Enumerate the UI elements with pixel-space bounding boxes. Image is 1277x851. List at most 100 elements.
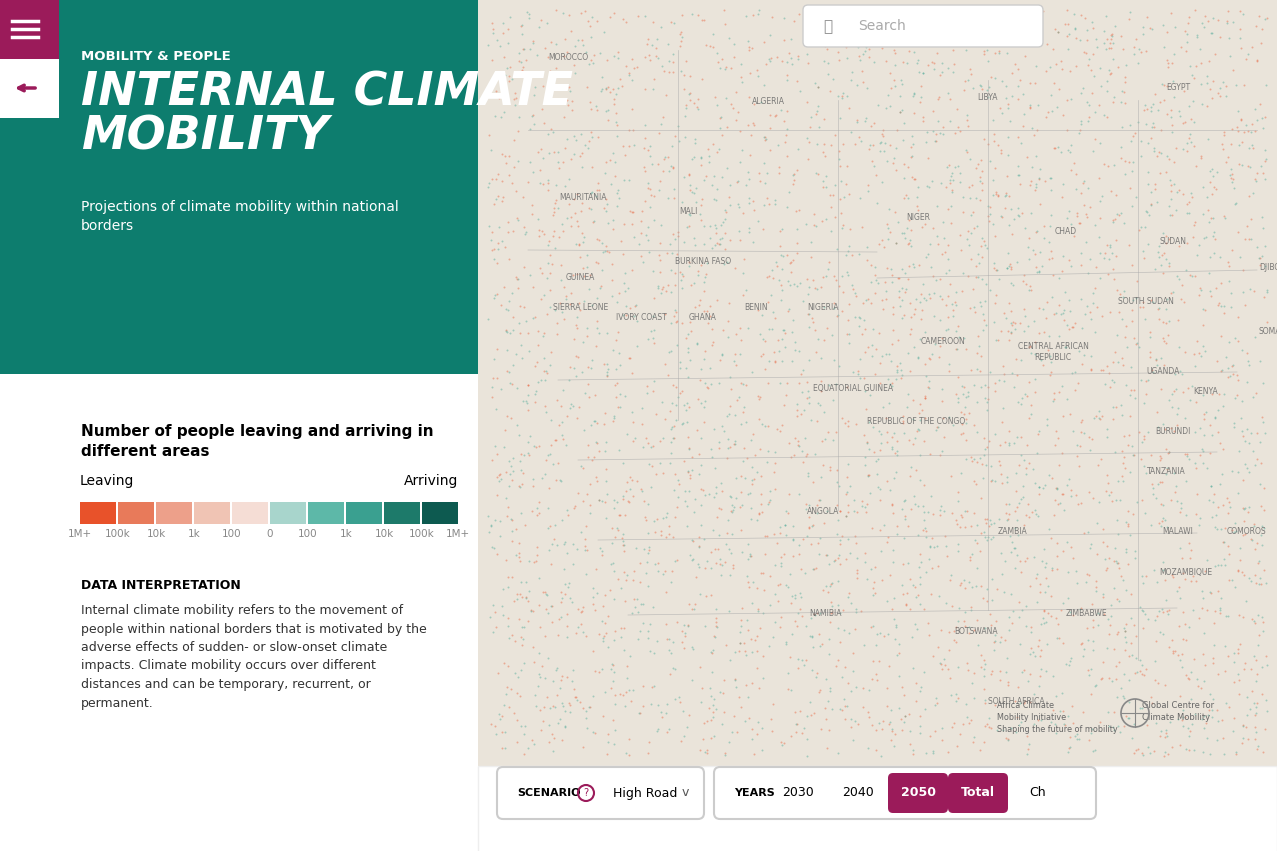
Point <box>1184 115 1204 129</box>
Point <box>999 438 1019 452</box>
Point <box>495 324 516 338</box>
Point <box>765 587 785 601</box>
Point <box>596 369 617 383</box>
Point <box>742 41 762 54</box>
Point <box>715 212 736 226</box>
Point <box>1255 143 1276 157</box>
Point <box>1116 379 1137 392</box>
Point <box>552 669 572 683</box>
Point <box>1060 407 1080 420</box>
Point <box>1005 484 1025 498</box>
Point <box>918 380 939 394</box>
Text: 2040: 2040 <box>842 786 873 799</box>
Point <box>840 480 861 494</box>
Point <box>691 198 711 212</box>
Point <box>955 413 976 426</box>
Point <box>1071 117 1092 131</box>
Point <box>1209 250 1230 264</box>
Point <box>1008 681 1028 694</box>
Point <box>1071 114 1092 128</box>
Point <box>499 69 520 83</box>
Point <box>683 603 704 616</box>
Point <box>1249 477 1269 490</box>
Point <box>622 366 642 380</box>
Point <box>766 108 787 122</box>
Point <box>1094 246 1115 260</box>
Point <box>550 595 571 608</box>
Point <box>684 136 705 150</box>
Point <box>1124 618 1144 631</box>
Bar <box>156 502 192 524</box>
Point <box>668 391 688 404</box>
Point <box>977 83 997 97</box>
Point <box>788 53 808 66</box>
Point <box>886 448 907 462</box>
Point <box>839 626 859 640</box>
Point <box>1152 514 1172 528</box>
Point <box>511 299 531 312</box>
Point <box>948 319 968 333</box>
Point <box>517 6 538 20</box>
Point <box>1228 310 1249 323</box>
Point <box>797 288 817 301</box>
Point <box>940 21 960 35</box>
Point <box>967 580 987 593</box>
Point <box>1084 105 1105 118</box>
Point <box>1170 364 1190 378</box>
Point <box>679 468 700 482</box>
Point <box>1189 611 1209 625</box>
Point <box>964 691 985 705</box>
Point <box>535 629 555 643</box>
Point <box>972 457 992 471</box>
Point <box>1171 647 1191 660</box>
Point <box>1211 558 1231 572</box>
Point <box>581 298 601 311</box>
Point <box>613 621 633 635</box>
Point <box>635 9 655 23</box>
Point <box>526 355 547 368</box>
Point <box>1245 576 1266 590</box>
Point <box>596 747 617 761</box>
Point <box>545 178 566 191</box>
Point <box>977 440 997 454</box>
Point <box>571 605 591 619</box>
Point <box>518 8 539 21</box>
Point <box>913 66 933 80</box>
Point <box>822 328 843 342</box>
Point <box>1193 180 1213 194</box>
Point <box>1057 143 1078 157</box>
Point <box>704 490 724 504</box>
Point <box>1046 424 1066 437</box>
Point <box>903 258 923 271</box>
Point <box>760 598 780 612</box>
Point <box>715 205 736 219</box>
Point <box>1179 620 1199 634</box>
Point <box>976 458 996 471</box>
Point <box>1062 321 1083 334</box>
Point <box>1126 336 1147 350</box>
Point <box>522 37 543 50</box>
Point <box>1228 104 1249 117</box>
Point <box>1162 285 1183 299</box>
Point <box>1145 352 1166 366</box>
Point <box>700 688 720 702</box>
Point <box>578 14 599 28</box>
Point <box>1168 648 1189 662</box>
Point <box>1250 36 1271 49</box>
Point <box>672 273 692 287</box>
Point <box>751 95 771 109</box>
Point <box>891 103 912 117</box>
Point <box>839 238 859 252</box>
Point <box>1089 231 1110 244</box>
Point <box>667 500 687 514</box>
Point <box>497 343 517 357</box>
Point <box>1177 671 1198 685</box>
Point <box>538 366 558 380</box>
Point <box>977 199 997 213</box>
Point <box>622 264 642 277</box>
Point <box>638 543 659 557</box>
Point <box>882 275 903 288</box>
Point <box>1070 426 1091 439</box>
Point <box>559 696 580 710</box>
Point <box>1107 625 1128 639</box>
